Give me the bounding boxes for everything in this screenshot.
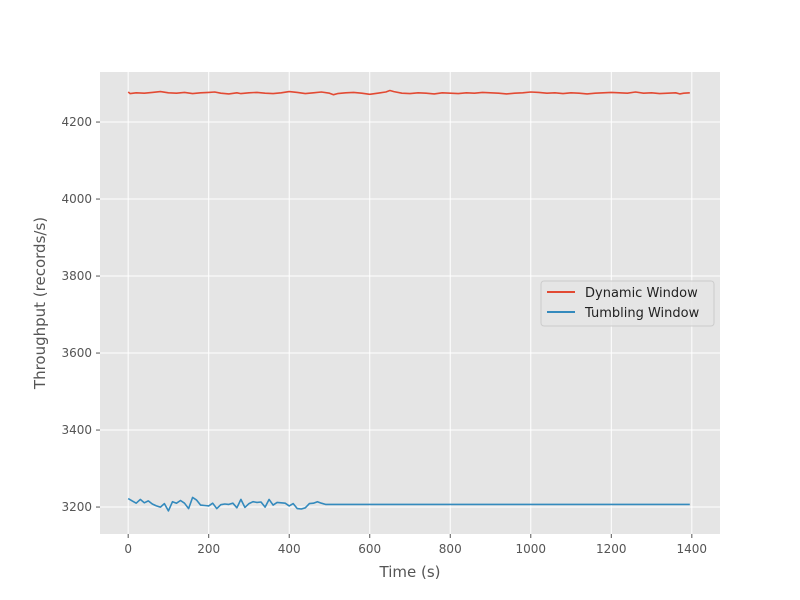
y-tick-label: 3400 — [61, 423, 92, 437]
x-tick-label: 400 — [278, 542, 301, 556]
legend-label-dynamic-window: Dynamic Window — [585, 286, 698, 301]
ticks: 0 200 400 600 800 1000 1200 1400 3200 3400 3600 380… — [61, 115, 707, 556]
y-tick-label: 4000 — [61, 192, 92, 206]
x-tick-label: 0 — [124, 542, 132, 556]
legend-box — [540, 280, 715, 327]
series-line-tumbling-window — [127, 496, 690, 512]
x-tick-label: 200 — [197, 542, 220, 556]
x-axis-label: Time (s) — [379, 563, 441, 581]
x-tick-label: 1400 — [677, 542, 708, 556]
series-line-dynamic-window — [127, 89, 690, 96]
y-tick-label: 3200 — [61, 500, 92, 514]
x-tick-label: 1200 — [596, 542, 627, 556]
y-tick-label: 3600 — [61, 346, 92, 360]
y-tick-label: 3800 — [61, 269, 92, 283]
legend: Dynamic Window Tumbling Window — [540, 280, 715, 327]
y-axis-label: Throughput (records/s) — [31, 217, 49, 390]
legend-label-tumbling-window: Tumbling Window — [584, 306, 700, 321]
y-tick-label: 4200 — [61, 115, 92, 129]
x-tick-label: 800 — [439, 542, 462, 556]
x-tick-label: 600 — [358, 542, 381, 556]
series — [127, 89, 690, 512]
x-tick-label: 1000 — [516, 542, 547, 556]
